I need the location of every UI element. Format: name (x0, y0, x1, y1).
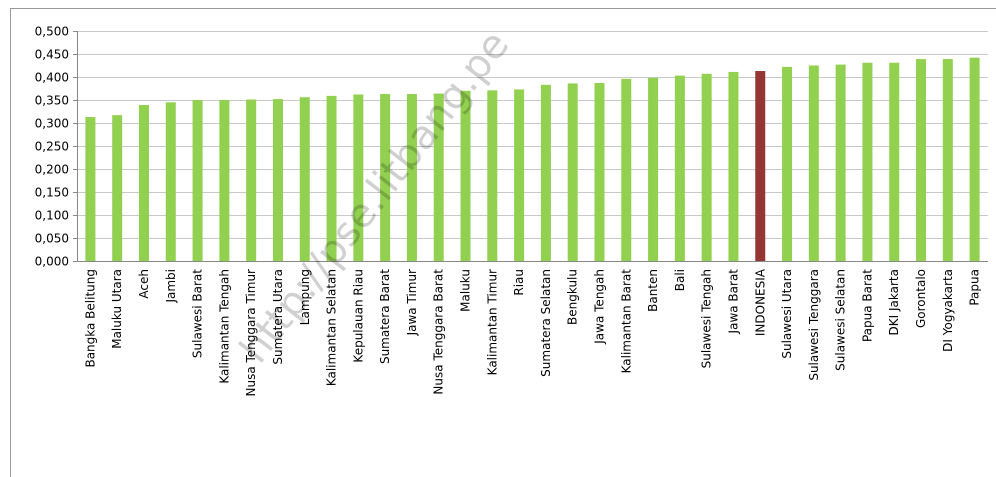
y-tick-label: 0,250 (35, 140, 69, 154)
bar (246, 99, 257, 261)
x-tick-label: Kalimantan Timur (485, 269, 499, 375)
x-tick-label: Sumatera Utara (271, 269, 285, 365)
x-tick-label: Sulawesi Tenggara (807, 269, 821, 381)
bar (192, 100, 203, 261)
bar (782, 66, 793, 261)
y-tick-label: 0,350 (35, 94, 69, 108)
x-tick-label: Sulawesi Utara (780, 269, 794, 359)
x-tick-label: Sulawesi Selatan (834, 269, 848, 371)
x-tick-label: Sumatera Barat (378, 269, 392, 364)
y-tick-label: 0,500 (35, 25, 69, 39)
y-tick-label: 0,450 (35, 48, 69, 62)
bar (808, 65, 819, 261)
x-tick-label: Jambi (164, 269, 178, 304)
bar (701, 73, 712, 261)
bar (487, 90, 498, 261)
bar (567, 83, 578, 261)
x-tick-label: Aceh (137, 269, 151, 299)
y-tick-label: 0,100 (35, 209, 69, 223)
x-tick-label: Jawa Barat (726, 269, 740, 335)
bar (648, 77, 659, 261)
x-tick-label: Nusa Tenggara Barat (432, 269, 446, 395)
x-tick-label: Kalimantan Barat (619, 269, 633, 374)
bar (942, 59, 953, 262)
y-tick-label: 0,150 (35, 186, 69, 200)
bar (835, 64, 846, 261)
x-tick-label: Kalimantan Selatan (325, 269, 339, 386)
bar (326, 95, 337, 261)
x-tick-label: Lampung (298, 269, 312, 325)
y-tick-label: 0,000 (35, 255, 69, 269)
x-tick-label: Sulawesi Tengah (700, 269, 714, 368)
bar (460, 90, 471, 261)
x-tick-label: Papua Barat (860, 269, 874, 342)
bar (272, 99, 283, 261)
bar (299, 97, 310, 262)
bar (112, 115, 123, 262)
x-tick-label: Kalimantan Tengah (217, 269, 231, 384)
x-tick-label: Sumatera Selatan (539, 269, 553, 377)
bar (219, 100, 230, 261)
x-tick-label: Kepulauan Riau (351, 269, 365, 363)
bar (728, 71, 739, 261)
x-tick-label: INDONESIA (753, 268, 767, 336)
y-tick-label: 0,050 (35, 232, 69, 246)
bar (353, 94, 364, 261)
bar (138, 105, 149, 261)
bar (755, 71, 766, 262)
x-tick-label: Bali (673, 269, 687, 291)
x-tick-label: Jawa Timur (405, 269, 419, 336)
bar (862, 62, 873, 261)
bar (889, 62, 900, 261)
x-tick-label: Gorontalo (914, 269, 928, 328)
bar (674, 75, 685, 262)
x-tick-label: Bengkulu (566, 269, 580, 325)
y-tick-label: 0,200 (35, 163, 69, 177)
bar (916, 59, 927, 262)
bar (165, 102, 176, 261)
bar (406, 94, 417, 262)
x-tick-label: Papua (968, 269, 982, 306)
y-tick-label: 0,400 (35, 71, 69, 85)
x-tick-label: Jawa Tengah (592, 269, 606, 345)
bar (85, 117, 96, 262)
x-tick-label: Riau (512, 269, 526, 296)
x-tick-label: Nusa Tenggara Timur (244, 269, 258, 397)
x-tick-label: DI Yogyakarta (941, 269, 955, 352)
x-tick-label: DKI Jakarta (887, 269, 901, 335)
y-tick-label: 0,300 (35, 117, 69, 131)
x-tick-label: Maluku Utara (110, 269, 124, 349)
bar (380, 94, 391, 262)
x-tick-label: Maluku (459, 269, 473, 312)
x-tick-label: Bangka Belitung (83, 269, 97, 368)
bar (621, 78, 632, 261)
x-tick-label: Banten (646, 269, 660, 312)
bar (969, 57, 980, 262)
bar (540, 84, 551, 261)
bar (433, 93, 444, 261)
bar (514, 89, 525, 261)
bar (594, 82, 605, 261)
x-tick-label: Sulawesi Barat (191, 269, 205, 358)
